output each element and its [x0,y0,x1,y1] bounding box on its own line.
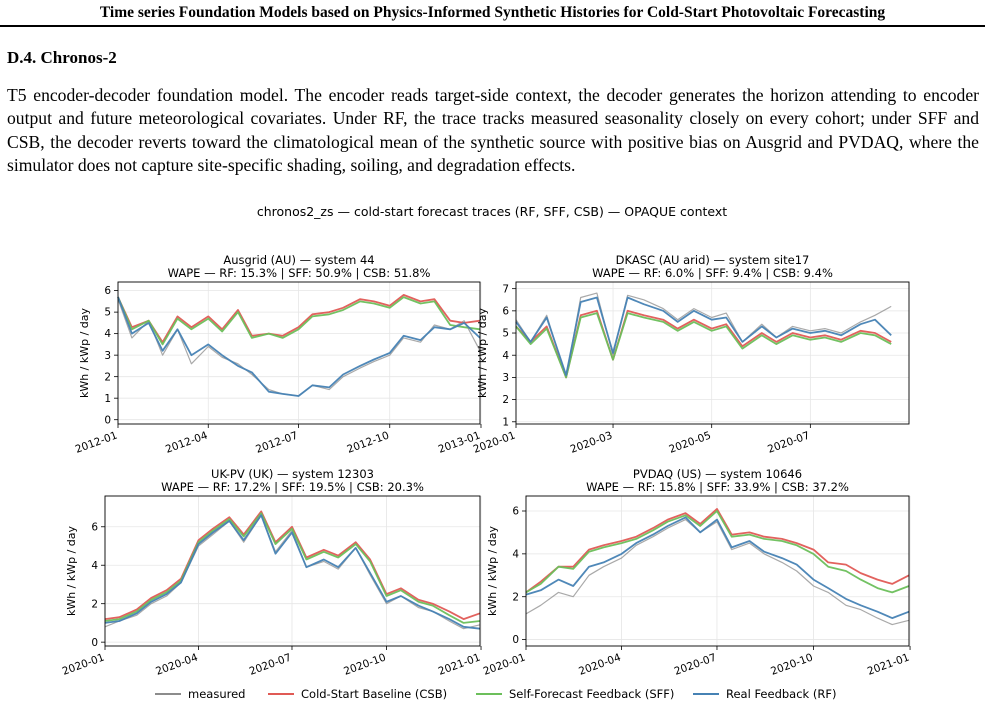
y-tick-label: 4 [91,560,98,572]
y-tick-label: 0 [512,634,519,646]
chart-panel-3: 0 2 4 6 2020-01 2020-04 2020-07 2020-10 2021-01 k… [61,467,482,678]
x-tick-label: 2020-04 [577,651,623,677]
y-tick-label: 5 [502,328,509,340]
legend-item-sff: Self-Forecast Feedback (SFF) [476,687,674,701]
x-tick-label: 2021-01 [866,652,911,678]
series-line-self-forecast-feedback-sff [525,510,910,594]
x-tick-label: 2020-07 [766,430,811,456]
legend-label: Self-Forecast Feedback (SFF) [509,687,674,701]
figure-suptitle: chronos2_zs — cold-start forecast traces… [257,204,727,219]
y-tick-label: 4 [104,328,111,340]
x-tick-label: 2021-01 [437,652,482,678]
section-title: D.4. Chronos-2 [7,48,117,67]
y-axis-label: kWh / kWp / day [78,307,91,398]
y-tick-label: 0 [104,414,111,426]
chart-panel-4: 0 2 4 6 2020-01 2020-04 2020-07 2020-10 2021-01 k… [482,467,911,678]
x-tick-label: 2020-01 [61,652,106,678]
y-axis-label: kWh / kWp / day [486,525,499,616]
x-tick-label: 2020-07 [673,652,718,678]
y-tick-label: 2 [104,371,111,383]
section-paragraph: T5 encoder-decoder foundation model. The… [7,85,979,176]
legend-label: Real Feedback (RF) [726,687,836,701]
plot-frame [525,495,910,647]
x-tick-label: 2020-10 [342,652,387,678]
y-tick-label: 4 [512,548,519,560]
series-line-real-feedback-rf [104,514,481,630]
figure-legend: measured Cold-Start Baseline (CSB) Self-Fo… [155,687,836,701]
y-tick-label: 1 [502,416,509,428]
y-tick-label: 2 [512,591,519,603]
panel-title: UK-PV (UK) — system 12303 [211,467,374,481]
plot-area [526,496,909,646]
series-line-real-feedback-rf [117,296,481,397]
y-tick-label: 3 [502,372,509,384]
series-line-measured [525,519,910,626]
y-tick-label: 2 [91,598,98,610]
header-rule [0,25,985,27]
y-tick-label: 6 [104,285,111,297]
panel-title: DKASC (AU arid) — system site17 [616,253,810,267]
y-tick-label: 1 [104,393,111,405]
plot-frame [515,281,910,425]
series-line-self-forecast-feedback-sff [104,512,481,624]
y-tick-label: 6 [502,305,509,317]
y-tick-label: 2 [502,394,509,406]
y-tick-label: 7 [502,283,509,295]
series-line-real-feedback-rf [525,516,910,620]
legend-item-rf: Real Feedback (RF) [693,687,836,701]
series-line-cold-start-baseline-csb [525,507,910,594]
x-tick-label: 2012-10 [345,430,390,456]
y-axis-label: kWh / kWp / day [65,525,78,616]
y-tick-label: 3 [104,350,111,362]
panel-subtitle: WAPE — RF: 15.8% | SFF: 33.9% | CSB: 37.… [586,480,849,494]
series-line-cold-start-baseline-csb [104,510,481,621]
x-tick-label: 2020-10 [769,652,814,678]
x-tick-label: 2020-05 [667,430,712,456]
plot-frame [104,495,481,647]
series-line-self-forecast-feedback-sff [117,296,481,346]
legend-item-measured: measured [155,687,245,701]
legend-item-csb: Cold-Start Baseline (CSB) [268,687,447,701]
y-tick-label: 0 [91,637,98,649]
x-tick-label: 2012-04 [164,429,210,455]
plot-area [118,282,480,424]
y-tick-label: 6 [91,521,98,533]
plot-frame [117,281,481,425]
legend-label: Cold-Start Baseline (CSB) [301,687,447,701]
plot-area [105,496,480,646]
series-line-cold-start-baseline-csb [117,294,481,344]
panel-subtitle: WAPE — RF: 15.3% | SFF: 50.9% | CSB: 51.… [168,266,431,280]
x-tick-label: 2020-04 [154,651,200,677]
panel-subtitle: WAPE — RF: 17.2% | SFF: 19.5% | CSB: 20.… [161,480,424,494]
y-axis-label: kWh / kWp / day [476,307,489,398]
x-tick-label: 2020-03 [569,430,614,456]
y-tick-label: 4 [502,350,509,362]
x-tick-label: 2012-01 [74,430,119,456]
figure-traces: chronos2_zs — cold-start forecast traces… [61,204,911,701]
y-tick-label: 5 [104,307,111,319]
x-tick-label: 2020-01 [482,652,527,678]
panel-title: Ausgrid (AU) — system 44 [223,253,374,267]
x-tick-label: 2020-07 [248,652,293,678]
plot-area [516,282,909,424]
x-tick-label: 2012-07 [254,430,299,456]
series-line-self-forecast-feedback-sff [515,312,892,379]
legend-label: measured [188,687,245,701]
running-header: Time series Foundation Models based on P… [99,4,886,21]
panel-title: PVDAQ (US) — system 10646 [633,467,802,481]
y-tick-label: 6 [512,506,519,518]
panel-subtitle: WAPE — RF: 6.0% | SFF: 9.4% | CSB: 9.4% [592,266,833,280]
series-line-real-feedback-rf [515,296,892,377]
